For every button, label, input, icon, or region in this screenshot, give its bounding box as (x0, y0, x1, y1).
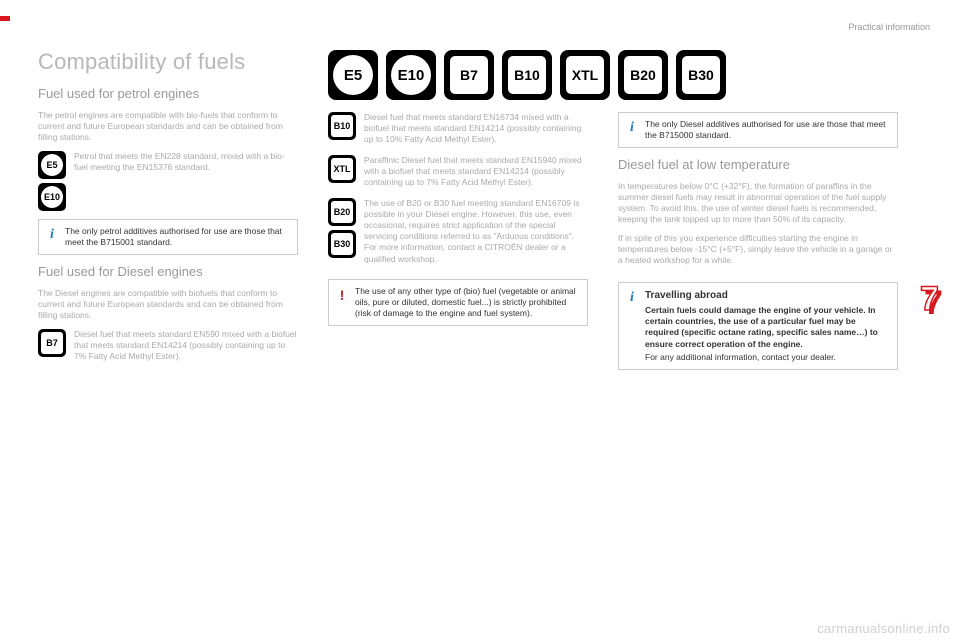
xtl-group: Paraffinic Diesel fuel that meets standa… (328, 155, 588, 188)
badge-b7 (444, 50, 494, 100)
b7-text: Diesel fuel that meets standard EN590 mi… (74, 329, 298, 362)
info-petrol-text: The only petrol additives authorised for… (65, 226, 282, 247)
badge-xtl (560, 50, 610, 100)
b10-group: Diesel fuel that meets standard EN16734 … (328, 112, 588, 145)
abroad-title: Travelling abroad (645, 289, 889, 302)
info-diesel-additives: i The only Diesel additives authorised f… (618, 112, 898, 148)
badge-sm-b10 (328, 112, 356, 140)
column-3: i The only Diesel additives authorised f… (618, 112, 898, 380)
badge-sm-b7 (38, 329, 66, 357)
b20-b30-group: The use of B20 or B30 fuel meeting stand… (328, 198, 588, 264)
badge-b10 (502, 50, 552, 100)
abroad-bold-text: Certain fuels could damage the engine of… (645, 305, 889, 349)
warning-icon: ! (335, 286, 349, 300)
page-number-front: 7 (920, 280, 939, 319)
info-icon: i (45, 226, 59, 240)
badge-sm-e5 (38, 151, 66, 179)
badge-sm-e10 (38, 183, 66, 211)
footer-watermark: carmanualsonline.info (817, 621, 950, 636)
para-lowtemp-1: In temperatures below 0°C (+32°F), the f… (618, 181, 898, 225)
info-icon: i (625, 119, 639, 133)
para-diesel-intro: The Diesel engines are compatible with b… (38, 288, 298, 321)
b7-group: Diesel fuel that meets standard EN590 mi… (38, 329, 298, 362)
petrol-spec-text: Petrol that meets the EN228 standard, mi… (74, 151, 298, 211)
page-content: Compatibility of fuels Fuel used for pet… (38, 50, 930, 628)
badge-e5 (328, 50, 378, 100)
badge-b20 (618, 50, 668, 100)
page-title: Compatibility of fuels (38, 50, 298, 73)
red-accent (0, 16, 10, 21)
info-icon: i (625, 289, 639, 303)
b10-text: Diesel fuel that meets standard EN16734 … (364, 112, 588, 145)
badge-sm-b30 (328, 230, 356, 258)
b20-b30-text: The use of B20 or B30 fuel meeting stand… (364, 198, 588, 264)
warning-text: The use of any other type of (bio) fuel … (355, 286, 576, 318)
abroad-light-text: For any additional information, contact … (645, 352, 889, 363)
para-lowtemp-2: If in spite of this you experience diffi… (618, 233, 898, 266)
info-travelling-abroad: i Travelling abroad Certain fuels could … (618, 282, 898, 369)
page-number: 7 7 (920, 280, 960, 320)
badge-e10 (386, 50, 436, 100)
petrol-spec-group: Petrol that meets the EN228 standard, mi… (38, 151, 298, 211)
heading-low-temp: Diesel fuel at low temperature (618, 158, 898, 173)
warning-bio-fuel: ! The use of any other type of (bio) fue… (328, 279, 588, 326)
column-2: Diesel fuel that meets standard EN16734 … (328, 112, 588, 336)
heading-petrol: Fuel used for petrol engines (38, 87, 298, 102)
column-1: Compatibility of fuels Fuel used for pet… (38, 50, 298, 370)
info-diesel-text: The only Diesel additives authorised for… (645, 119, 886, 140)
badge-sm-b20 (328, 198, 356, 226)
fuel-badge-row (328, 50, 908, 100)
heading-diesel: Fuel used for Diesel engines (38, 265, 298, 280)
para-petrol-intro: The petrol engines are compatible with b… (38, 110, 298, 143)
section-label: Practical information (848, 22, 930, 32)
badge-sm-xtl (328, 155, 356, 183)
badge-b30 (676, 50, 726, 100)
xtl-text: Paraffinic Diesel fuel that meets standa… (364, 155, 588, 188)
info-petrol-additives: i The only petrol additives authorised f… (38, 219, 298, 255)
